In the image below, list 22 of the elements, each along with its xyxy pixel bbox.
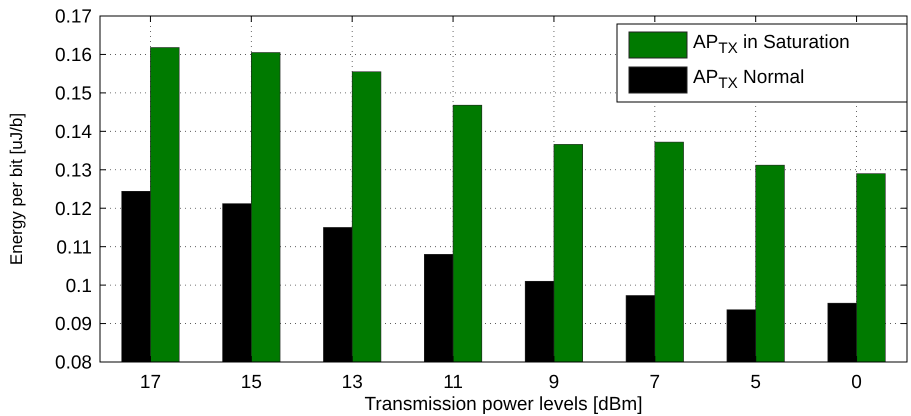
y-tick-label: 0.08 <box>55 352 92 374</box>
x-tick-label: 9 <box>548 372 560 393</box>
y-tick-label: 0.1 <box>66 276 92 297</box>
y-tick-label: 0.17 <box>55 6 92 28</box>
legend-label: AP$_{TX}$ Normal <box>693 67 804 92</box>
x-tick-label: 13 <box>342 372 363 393</box>
legend-label: AP$_{TX}$ in Saturation <box>693 32 850 56</box>
y-tick-label: 0.13 <box>55 160 92 182</box>
y-tick-label: 0.12 <box>55 198 92 220</box>
y-tick-label: 0.11 <box>56 237 92 258</box>
y-tick-label: 0.14 <box>55 122 92 143</box>
x-tick-label: 5 <box>750 372 761 393</box>
x-tick-label: 0 <box>851 372 862 393</box>
y-tick-label: 0.15 <box>55 84 92 105</box>
x-axis-title: Transmission power levels [dBm] <box>364 394 643 415</box>
y-tick-label: 0.09 <box>55 314 92 336</box>
x-tick-label: 11 <box>443 372 463 393</box>
x-tick-label: 15 <box>240 372 262 393</box>
x-tick-label: 7 <box>650 372 660 393</box>
x-tick-label: 17 <box>140 372 162 393</box>
y-axis-title: Energy per bit [uJ/b] <box>7 112 26 266</box>
y-tick-label: 0.16 <box>55 45 92 66</box>
